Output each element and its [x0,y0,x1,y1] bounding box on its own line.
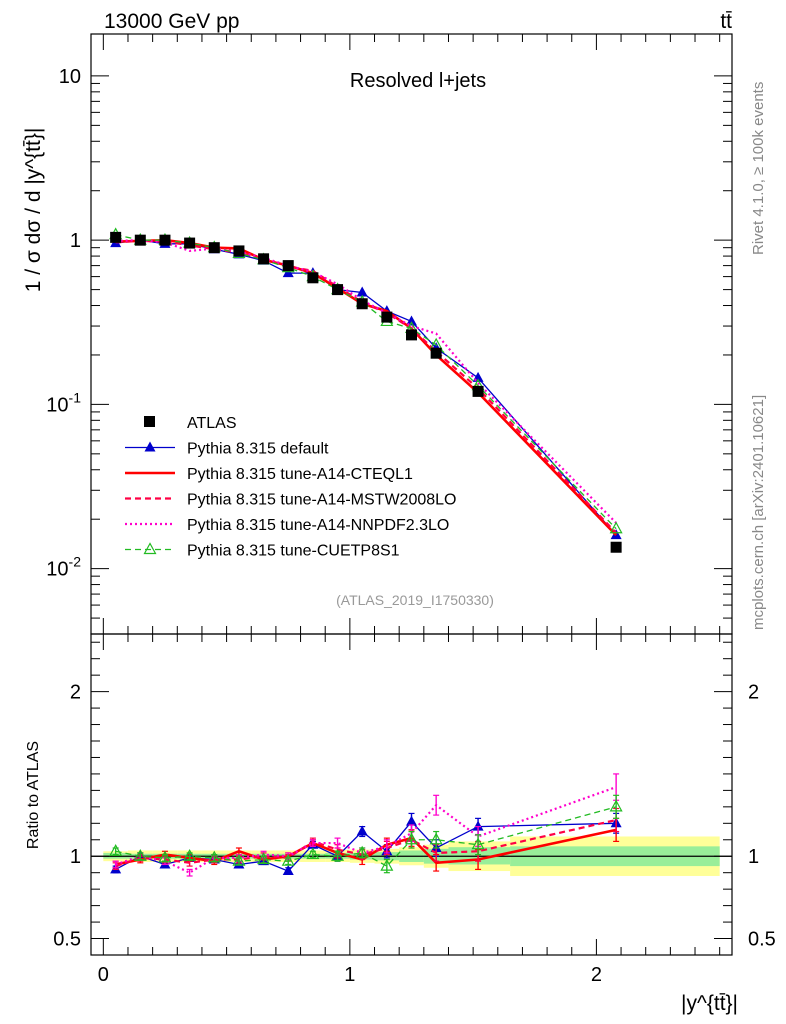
legend-label-pythia-8-315-tune-cuetp8s1: Pythia 8.315 tune-CUETP8S1 [187,543,400,560]
analysis-title: Resolved l+jets [350,70,486,92]
data-point-atlas [110,231,122,243]
ratio-y-tick-label-right: 0.5 [748,929,776,951]
ratio-y-tick-label: 0.5 [53,929,81,951]
ratio-point-pythia-8-315-tune-cuetp8s1 [380,858,394,871]
data-point-atlas [430,347,442,359]
ratio-y-axis-label: Ratio to ATLAS [25,741,42,849]
legend-marker-pythia-8-315-default [144,441,156,452]
x-tick-label: 1 [344,964,355,986]
ratio-point-pythia-8-315-tune-cuetp8s1 [331,848,345,861]
series-line-pythia-8-315-tune-a14-mstw2008lo [115,239,617,534]
x-tick-label: 0 [98,964,109,986]
legend-label-atlas: ATLAS [187,415,237,432]
process-label: tt̄ [720,10,732,33]
x-axis-label: |y^{tt̄}| [681,992,738,1015]
energy-label: 13000 GeV pp [104,10,239,33]
data-point-atlas [282,260,294,272]
data-point-atlas [134,234,146,246]
ratio-y-tick-label: 2 [70,682,81,704]
rivet-version-label: Rivet 4.1.0, ≥ 100k events [750,82,767,255]
ratio-point-pythia-8-315-tune-cuetp8s1 [232,853,246,866]
data-point-atlas [208,242,220,254]
series-line-pythia-8-315-tune-cuetp8s1 [115,234,617,530]
ratio-line-pythia-8-315-tune-cuetp8s1 [115,806,617,867]
main-panel: 10 1 10-1 10-2 Resolved l+jets (ATLAS_2019_… [22,33,733,635]
y-tick-label-exponent: -1 [69,389,82,405]
ratio-point-pythia-8-315-tune-cuetp8s1 [207,850,221,863]
data-point-atlas [233,245,245,257]
ratio-point-pythia-8-315-tune-cuetp8s1 [355,845,369,858]
y-tick-label: 10-1 [46,389,81,416]
data-point-atlas [307,272,319,284]
ratio-point-pythia-8-315-tune-cuetp8s1 [109,844,123,856]
data-point-atlas [610,541,622,553]
legend: ATLAS Pythia 8.315 default Pythia 8.315 tu… [125,415,456,560]
main-y-axis-label: 1 / σ dσ / d |y^{tt̄}| [22,128,45,293]
data-point-pythia-8-315-default [356,286,368,297]
ratio-point-pythia-8-315-default [406,815,417,826]
ratio-point-pythia-8-315-tune-cuetp8s1 [257,852,271,865]
data-point-pythia-8-315-default [406,315,417,326]
mcplots-reference-label: mcplots.cern.ch [arXiv:2401.10621] [750,395,767,630]
data-point-pythia-8-315-tune-cuetp8s1 [609,521,623,534]
legend-label-pythia-8-315-default: Pythia 8.315 default [187,441,329,458]
data-point-atlas [332,284,344,296]
y-tick-label-exponent: -2 [69,554,82,570]
ratio-line-pythia-8-315-tune-a14-mstw2008lo [115,818,617,868]
legend-marker-pythia-8-315-tune-cuetp8s1 [143,542,157,555]
ratio-panel: 2 2 1 1 0.5 0.5 0 1 2 Ratio to ATLAS |y^{tt̄}| [25,633,776,1015]
ratio-point-pythia-8-315-default [282,865,294,876]
ratio-line-pythia-8-315-tune-a14-nnpdf2-3lo [115,786,617,874]
ratio-point-pythia-8-315-tune-cuetp8s1 [306,847,320,860]
data-point-atlas [356,298,368,310]
data-point-atlas [258,253,270,265]
ratio-point-pythia-8-315-tune-cuetp8s1 [158,850,172,863]
ratio-point-pythia-8-315-tune-cuetp8s1 [471,837,485,850]
data-point-atlas [406,329,417,341]
x-tick-label: 2 [591,964,602,986]
data-point-atlas [381,311,393,323]
data-point-atlas [184,237,196,249]
y-tick-label: 1 [70,230,81,252]
legend-label-pythia-8-315-tune-a14-mstw2008lo: Pythia 8.315 tune-A14-MSTW2008LO [187,492,456,509]
legend-label-pythia-8-315-tune-a14-nnpdf2-3lo: Pythia 8.315 tune-A14-NNPDF2.3LO [187,517,449,534]
ratio-y-tick-label: 1 [70,846,81,868]
ratio-point-pythia-8-315-tune-cuetp8s1 [183,848,197,861]
y-tick-label: 10-2 [46,554,81,581]
y-tick-label: 10 [59,66,81,88]
ratio-point-pythia-8-315-default [472,820,484,831]
ratio-point-pythia-8-315-tune-cuetp8s1 [429,832,443,845]
ratio-point-pythia-8-315-tune-cuetp8s1 [404,832,419,845]
ratio-point-pythia-8-315-tune-cuetp8s1 [281,853,295,866]
ratio-y-tick-label-right: 2 [748,682,759,704]
ratio-point-pythia-8-315-default [356,825,368,836]
ratio-panel-frame [90,633,733,956]
ratio-point-pythia-8-315-tune-cuetp8s1 [133,848,147,861]
legend-marker-atlas [144,416,155,427]
legend-label-pythia-8-315-tune-a14-cteql1: Pythia 8.315 tune-A14-CTEQL1 [187,466,413,483]
ratio-y-tick-label-right: 1 [748,846,759,868]
data-point-atlas [472,385,484,397]
analysis-id-label: (ATLAS_2019_I1750330) [336,592,494,608]
data-point-atlas [159,234,171,246]
ratio-point-pythia-8-315-tune-cuetp8s1 [609,799,623,812]
